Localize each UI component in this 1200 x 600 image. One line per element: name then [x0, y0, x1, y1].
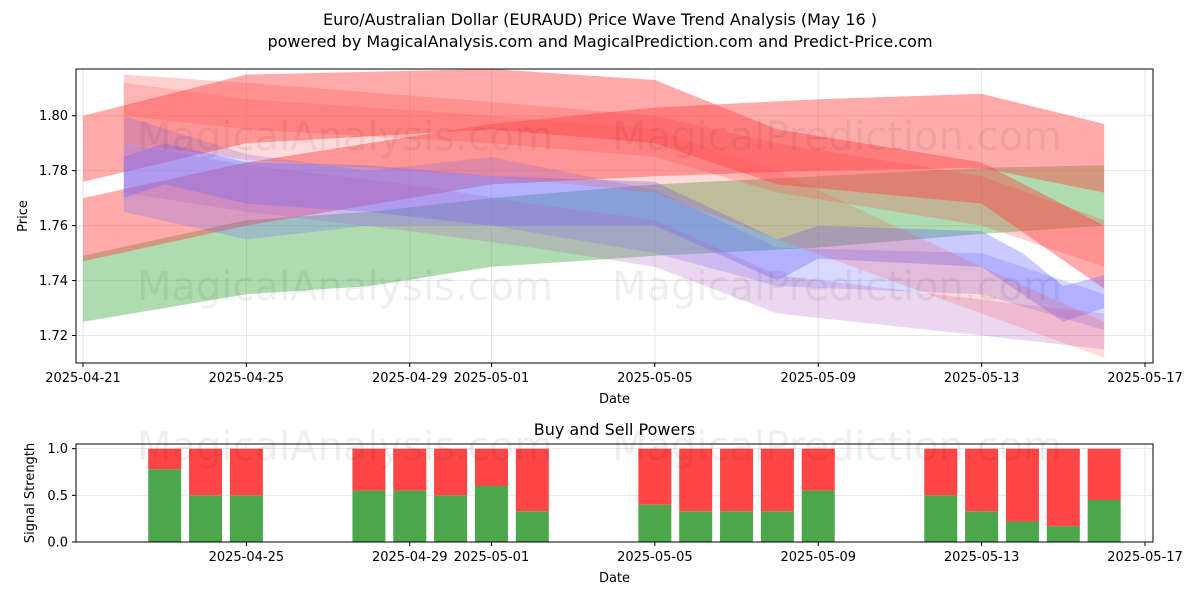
buy-bar: [229, 495, 263, 542]
chart-title: Euro/Australian Dollar (EURAUD) Price Wa…: [323, 10, 877, 29]
buy-bar: [924, 495, 958, 542]
x-tick-label: 2025-04-25: [209, 550, 285, 565]
x-tick-label: 2025-05-13: [944, 371, 1020, 386]
sell-bar: [1046, 448, 1080, 527]
signal-plot-frame: [75, 443, 1154, 543]
buy-bar: [474, 486, 508, 542]
wave-band-red-2: [83, 69, 1105, 289]
x-tick-label: 2025-05-09: [780, 550, 856, 565]
x-tick-label: 2025-05-17: [1107, 550, 1183, 565]
sell-bar: [352, 448, 386, 491]
x-tick-label: 2025-05-01: [454, 550, 530, 565]
buy-bar: [679, 511, 713, 542]
sell-bar: [720, 448, 754, 512]
y-tick-label: 1.78: [39, 164, 68, 179]
signal-plot: MagicalAnalysis.com MagicalPrediction.com…: [23, 420, 1183, 586]
buy-bar: [638, 504, 672, 542]
sell-bar: [1087, 448, 1121, 500]
wave-band-red-7: [123, 82, 1105, 358]
y-tick-label: 1.80: [39, 109, 68, 124]
buy-bar: [393, 490, 427, 542]
x-tick-label: 2025-04-29: [372, 371, 448, 386]
y-tick-label: 1.74: [39, 274, 68, 289]
buy-bar: [1005, 521, 1039, 542]
x-tick-label: 2025-04-21: [45, 371, 121, 386]
wave-band-blue-5: [123, 115, 1105, 330]
y-tick-label: 0.5: [47, 489, 68, 504]
buy-bar: [760, 511, 794, 542]
chart-subtitle: powered by MagicalAnalysis.com and Magic…: [267, 32, 932, 51]
wave-band-red-3: [123, 74, 1105, 267]
watermark: MagicalAnalysis.com: [137, 424, 553, 470]
buy-bar: [1046, 526, 1080, 542]
watermark: MagicalPrediction.com: [612, 114, 1062, 160]
sell-bar: [434, 448, 468, 496]
x-tick-label: 2025-05-05: [617, 371, 693, 386]
x-tick-label: 2025-04-29: [372, 550, 448, 565]
wave-band-green-0: [83, 165, 1105, 322]
y-axis-label: Signal Strength: [23, 443, 38, 543]
watermark: MagicalAnalysis.com: [137, 114, 553, 160]
sell-bar: [515, 448, 549, 512]
sell-bar: [801, 448, 835, 491]
sell-bar: [393, 448, 427, 491]
sell-bar: [965, 448, 999, 512]
x-axis-label: Date: [599, 392, 630, 407]
sell-bar: [189, 448, 223, 496]
x-tick-label: 2025-05-13: [944, 550, 1020, 565]
watermark: MagicalPrediction.com: [612, 264, 1062, 310]
x-axis-label: Date: [599, 571, 630, 586]
y-axis-label: Price: [16, 200, 31, 232]
sell-bar: [924, 448, 958, 496]
y-tick-label: 1.76: [39, 219, 68, 234]
buy-bar: [1087, 500, 1121, 542]
x-tick-label: 2025-05-17: [1107, 371, 1183, 386]
signal-plot-title: Buy and Sell Powers: [534, 420, 696, 439]
buy-bar: [434, 495, 468, 542]
sell-bar: [760, 448, 794, 512]
buy-bar: [801, 490, 835, 542]
sell-bar: [1005, 448, 1039, 522]
y-tick-label: 1.0: [47, 442, 68, 457]
buy-bar: [965, 511, 999, 542]
x-tick-label: 2025-05-05: [617, 550, 693, 565]
sell-bar: [229, 448, 263, 496]
buy-bar: [515, 511, 549, 542]
wave-band-red-1: [83, 93, 1105, 262]
buy-bar: [352, 490, 386, 542]
sell-bar: [474, 448, 508, 486]
watermark: MagicalPrediction.com: [612, 424, 1062, 470]
sell-bar: [148, 448, 182, 470]
x-tick-label: 2025-05-09: [780, 371, 856, 386]
x-tick-label: 2025-04-25: [209, 371, 285, 386]
wave-band-purple-6: [123, 143, 1105, 350]
price-plot-frame: [75, 68, 1154, 364]
buy-bar: [720, 511, 754, 542]
sell-bar: [679, 448, 713, 512]
wave-band-blue-4: [123, 143, 1105, 322]
y-tick-label: 0.0: [47, 536, 68, 551]
price-plot: MagicalAnalysis.com MagicalPrediction.com…: [16, 68, 1183, 407]
watermark: MagicalAnalysis.com: [137, 264, 553, 310]
sell-bar: [638, 448, 672, 505]
y-tick-label: 1.72: [39, 329, 68, 344]
x-tick-label: 2025-05-01: [454, 371, 530, 386]
buy-bar: [148, 469, 182, 542]
buy-bar: [189, 495, 223, 542]
